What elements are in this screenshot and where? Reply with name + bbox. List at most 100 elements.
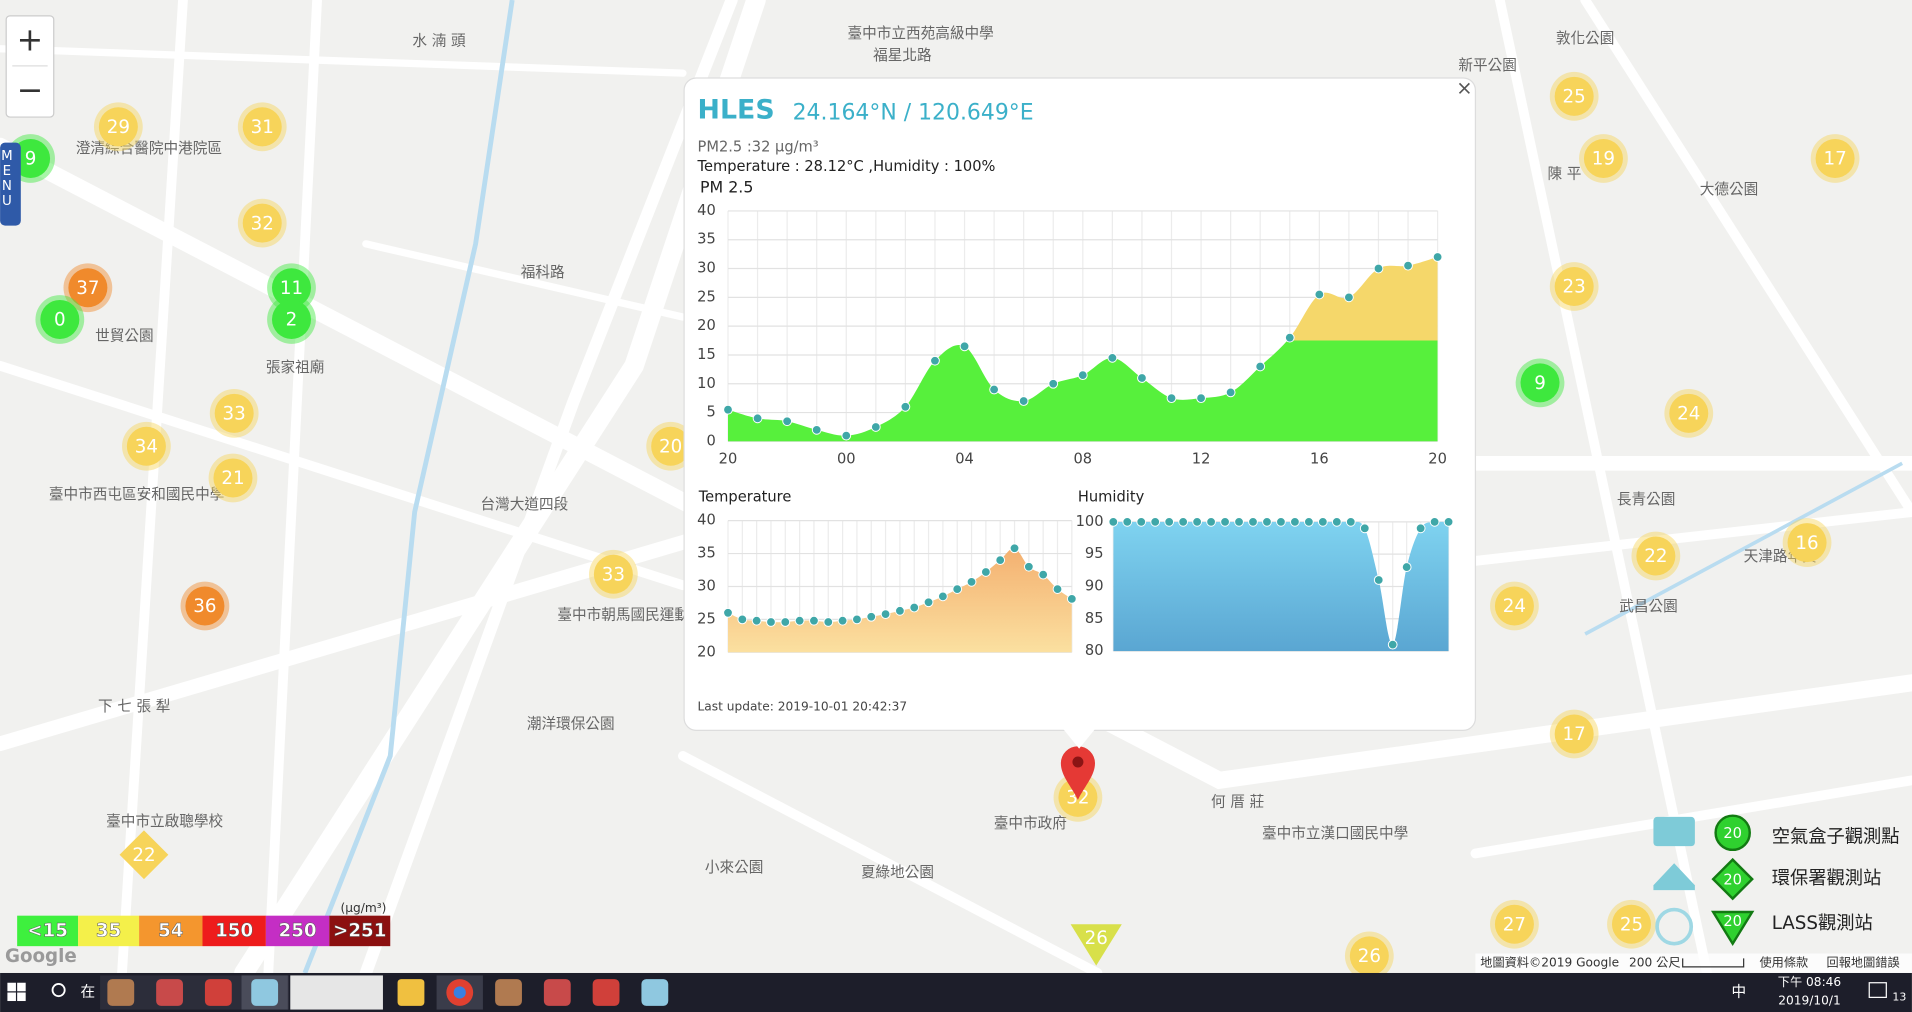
place-label: 敦化公園 — [1556, 30, 1615, 47]
terms-link[interactable]: 使用條款 — [1760, 955, 1809, 970]
data-point — [880, 609, 891, 620]
marker-dot — [242, 107, 282, 147]
station-marker[interactable]: 24 — [1664, 388, 1714, 438]
station-marker[interactable]: 36 — [180, 581, 230, 631]
station-marker[interactable]: 21 — [208, 453, 258, 503]
task-thumbnail[interactable] — [290, 975, 383, 1010]
y-tick-label: 20 — [697, 643, 716, 660]
app-icon[interactable] — [397, 979, 425, 1006]
station-marker[interactable]: 23 — [1549, 262, 1599, 311]
notification-icon[interactable] — [1868, 982, 1887, 998]
menu-button[interactable] — [0, 142, 21, 226]
river — [1584, 461, 1904, 636]
app-icon[interactable] — [107, 979, 135, 1006]
station-marker[interactable]: 27 — [1490, 899, 1539, 949]
app-icon[interactable] — [543, 979, 571, 1006]
data-point — [1359, 523, 1370, 534]
place-label: 潮洋環保公園 — [527, 715, 615, 732]
data-point — [1122, 516, 1133, 527]
road — [117, 0, 188, 978]
marker-value: 36 — [193, 596, 216, 617]
data-point — [1248, 516, 1258, 527]
station-marker[interactable]: 22 — [1631, 531, 1681, 581]
data-point — [966, 576, 977, 587]
aqi-label: <15 — [27, 921, 68, 942]
marker-value: 25 — [1563, 87, 1586, 108]
popup-close[interactable]: × — [1456, 77, 1472, 100]
data-point — [1387, 639, 1398, 650]
station-marker[interactable]: 0 — [35, 295, 85, 344]
marker-dot — [1554, 267, 1594, 307]
search-icon[interactable] — [51, 983, 66, 998]
data-point — [737, 614, 748, 625]
aqi-label: 150 — [215, 921, 253, 942]
station-marker[interactable]: 19 — [1579, 134, 1628, 183]
legend-icon-value: 20 — [1723, 825, 1742, 842]
data-point — [1234, 516, 1244, 527]
station-marker[interactable]: 16 — [1782, 518, 1832, 567]
station-marker[interactable]: 26 — [1344, 931, 1394, 981]
app-icon[interactable] — [495, 979, 522, 1006]
marker-value: 11 — [280, 278, 303, 299]
google-logo: Google — [5, 946, 77, 967]
app-icon[interactable] — [641, 979, 669, 1006]
selected-pin[interactable] — [1060, 746, 1095, 800]
data-point — [1276, 516, 1286, 527]
station-marker[interactable]: 11 — [267, 263, 316, 313]
y-tick-label: 80 — [1085, 642, 1104, 659]
data-point — [811, 424, 822, 435]
pm25-reading: PM2.5 :32 μg/m³ — [698, 139, 819, 156]
x-tick-label: 00 — [837, 451, 856, 468]
station-marker[interactable]: 25 — [1549, 71, 1599, 121]
marker-value: 34 — [135, 436, 158, 457]
search-box[interactable]: 在 — [81, 983, 96, 1000]
data-point — [1009, 543, 1020, 554]
clock-time[interactable]: 下午 08:46 — [1778, 975, 1841, 989]
station-marker[interactable]: 9 — [1515, 358, 1565, 408]
station-marker[interactable]: 20 — [646, 421, 696, 471]
data-point — [1023, 561, 1034, 572]
app-icon[interactable] — [156, 979, 183, 1006]
station-marker[interactable]: 25 — [1607, 899, 1656, 949]
marker-value: 21 — [221, 468, 244, 489]
station-marker[interactable]: 29 — [93, 102, 143, 152]
station-marker[interactable]: 33 — [209, 388, 259, 438]
attribution-bar — [1475, 953, 1912, 973]
station-marker[interactable]: 34 — [122, 421, 171, 471]
menu-label[interactable]: MENU — [0, 149, 14, 209]
zoom-in-button[interactable]: + — [17, 22, 44, 58]
zoom-out-button[interactable]: − — [17, 72, 44, 108]
lass-marker — [1070, 924, 1122, 966]
report-link[interactable]: 回報地圖錯誤 — [1827, 955, 1900, 970]
place-label: 福科路 — [521, 264, 565, 281]
station-marker[interactable]: 32 — [237, 198, 287, 248]
marker-value: 16 — [1795, 533, 1818, 554]
data-point — [1077, 370, 1088, 381]
marker-dot — [1611, 904, 1651, 944]
app-icon[interactable] — [204, 979, 232, 1006]
start-tile — [17, 992, 26, 1002]
station-marker[interactable]: 2 — [267, 295, 316, 344]
station-marker[interactable]: 31 — [237, 102, 287, 152]
start-button[interactable] — [7, 982, 26, 1002]
station-marker[interactable]: 37 — [63, 263, 113, 313]
place-label: 水 湳 頭 — [412, 32, 466, 49]
data-point — [952, 584, 963, 594]
y-tick-label: 30 — [697, 577, 716, 594]
data-point — [766, 617, 776, 627]
clock-date[interactable]: 2019/10/1 — [1778, 994, 1841, 1008]
station-marker[interactable]: 33 — [588, 549, 638, 599]
station-marker[interactable]: 24 — [1490, 581, 1539, 631]
app-icon[interactable] — [592, 979, 620, 1006]
marker-value: 33 — [602, 564, 625, 585]
station-marker[interactable]: 17 — [1549, 709, 1599, 759]
place-label: 福星北路 — [873, 47, 932, 64]
data-point — [866, 611, 877, 622]
station-marker[interactable]: 17 — [1810, 134, 1860, 183]
place-label: 張家祖廟 — [266, 359, 325, 376]
app-icon[interactable] — [251, 979, 279, 1006]
ime-indicator[interactable]: 中 — [1731, 983, 1746, 1000]
data-point — [1373, 575, 1384, 585]
start-tile — [17, 982, 26, 992]
